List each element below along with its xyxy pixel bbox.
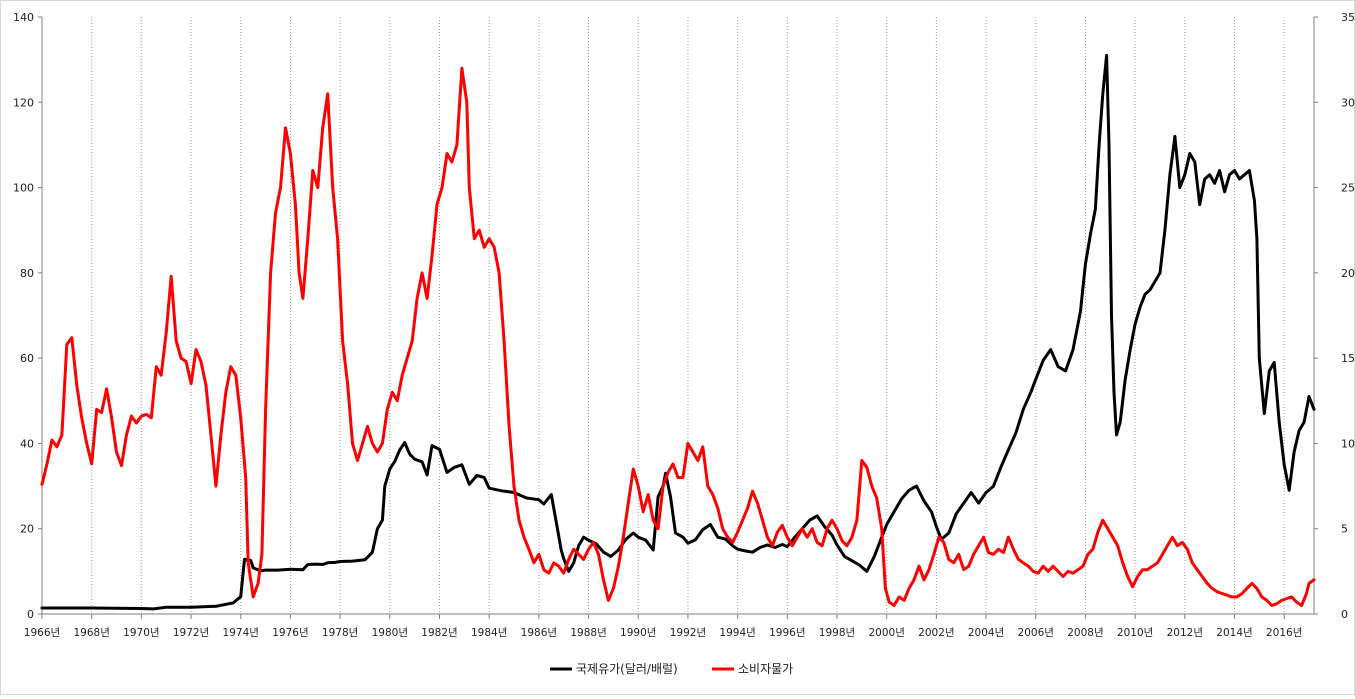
x-tick-label: 2004년 [968, 627, 1004, 639]
right-tick-label: 5 [1341, 523, 1348, 536]
right-tick-label: 15 [1341, 352, 1355, 365]
legend-cpi-label: 소비자물가 [738, 662, 793, 676]
right-tick-label: 10 [1341, 437, 1355, 450]
x-tick-label: 1972년 [173, 627, 209, 639]
right-tick-label: 20 [1341, 267, 1355, 280]
left-tick-label: 80 [20, 267, 34, 280]
x-tick-label: 1970년 [123, 627, 159, 639]
x-tick-label: 2000년 [868, 627, 904, 639]
x-tick-label: 2014년 [1216, 627, 1252, 639]
x-tick-label: 1980년 [372, 627, 408, 639]
x-tick-label: 1992년 [670, 627, 706, 639]
right-tick-label: 30 [1341, 96, 1355, 109]
x-tick-label: 1996년 [769, 627, 805, 639]
left-tick-label: 140 [13, 11, 34, 24]
x-tick-label: 2012년 [1167, 627, 1203, 639]
right-tick-label: 25 [1341, 182, 1355, 195]
right-tick-label: 0 [1341, 608, 1348, 621]
x-tick-label: 2016년 [1266, 627, 1302, 639]
x-tick-label: 1998년 [819, 627, 855, 639]
axes: 1966년 1968년 1970년 1972년 1974년 1976년 1978년 1980년… [13, 11, 1355, 639]
legend: 국제유가(달러/배럴) 소비자물가 [550, 662, 793, 676]
x-tick-label: 2006년 [1018, 627, 1054, 639]
left-tick-label: 100 [13, 182, 34, 195]
x-tick-label: 1968년 [73, 627, 109, 639]
legend-oil-label: 국제유가(달러/배럴) [576, 662, 678, 676]
x-tick-label: 1994년 [719, 627, 755, 639]
x-tick-label: 1966년 [24, 627, 60, 639]
x-tick-label: 1984년 [471, 627, 507, 639]
left-tick-label: 40 [20, 437, 34, 450]
oil-price-line [40, 53, 1316, 611]
x-tick-label: 2002년 [918, 627, 954, 639]
x-tick-label: 1988년 [570, 627, 606, 639]
vertical-gridlines [41, 17, 1285, 614]
x-tick-label: 1982년 [421, 627, 457, 639]
right-tick-label: 35 [1341, 11, 1355, 24]
x-tick-label: 2010년 [1117, 627, 1153, 639]
left-tick-label: 20 [20, 523, 34, 536]
x-tick-label: 1976년 [272, 627, 308, 639]
left-tick-label: 120 [13, 96, 34, 109]
left-tick-label: 60 [20, 352, 34, 365]
series-lines [40, 53, 1316, 611]
x-tick-label: 1986년 [521, 627, 557, 639]
x-tick-label: 1990년 [620, 627, 656, 639]
cpi-line [40, 66, 1316, 607]
x-tick-label: 1978년 [322, 627, 358, 639]
x-tick-label: 1974년 [223, 627, 259, 639]
x-tick-label: 2008년 [1067, 627, 1103, 639]
left-tick-label: 0 [27, 608, 34, 621]
